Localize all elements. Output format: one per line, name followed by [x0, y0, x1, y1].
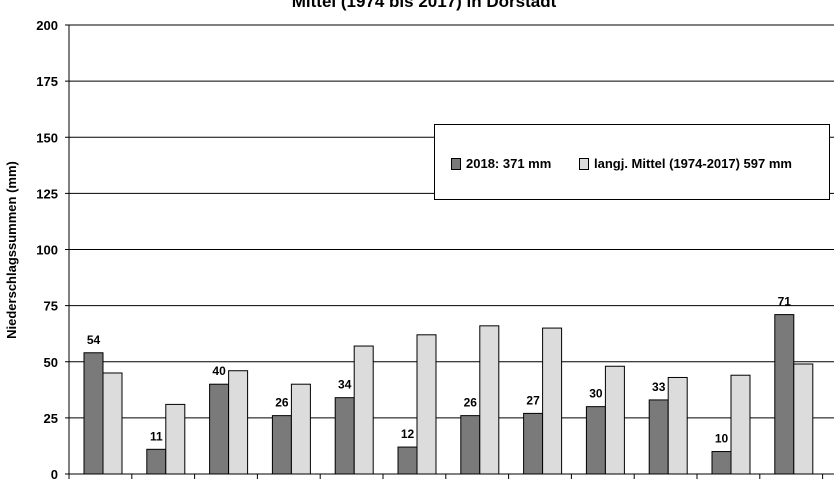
bar-mean — [102, 372, 123, 475]
y-tick-label: 200 — [36, 18, 58, 33]
y-tick-label: 125 — [36, 186, 58, 201]
data-label-2018: 10 — [715, 432, 729, 446]
bar-2018 — [523, 412, 544, 475]
bar-mean — [542, 327, 563, 475]
data-label-2018: 26 — [275, 396, 289, 410]
legend: 2018: 371 mm langj. Mittel (1974-2017) 5… — [434, 124, 830, 200]
axes: 0 25 50 75 100 125 150 175 200 — [36, 18, 834, 480]
gridlines — [69, 24, 834, 419]
bar-mean — [793, 363, 814, 475]
bar-2018 — [334, 397, 355, 475]
bar-mean — [165, 403, 186, 475]
bar-2018 — [83, 352, 104, 475]
data-label-2018: 11 — [150, 429, 163, 443]
data-label-2018: 71 — [778, 295, 792, 309]
y-tick-label: 175 — [36, 74, 58, 89]
bar-mean — [290, 383, 311, 475]
legend-item-mean: langj. Mittel (1974-2017) 597 mm — [579, 156, 792, 171]
legend-swatch-mean — [579, 157, 589, 170]
data-label-2018: 27 — [526, 393, 540, 407]
legend-swatch-2018 — [451, 157, 461, 170]
data-label-2018: 34 — [338, 378, 352, 392]
bar-2018 — [774, 314, 795, 475]
data-label-2018: 33 — [652, 380, 666, 394]
bar-mean — [667, 376, 688, 475]
bar-2018 — [711, 451, 732, 475]
y-tick-label: 0 — [51, 467, 58, 480]
data-label-2018: 54 — [87, 333, 101, 347]
y-axis-label: Niederschlagssummen (mm) — [4, 161, 19, 339]
data-label-2018: 40 — [212, 364, 226, 378]
bar-2018 — [648, 399, 669, 475]
bar-mean — [416, 334, 437, 475]
data-label-2018: 26 — [464, 396, 478, 410]
bar-2018 — [397, 446, 418, 475]
legend-item-2018: 2018: 371 mm — [451, 156, 551, 171]
y-tick-label: 150 — [36, 130, 58, 145]
bar-mean — [730, 374, 751, 475]
legend-label-2018: 2018: 371 mm — [466, 156, 552, 171]
bar-2018 — [585, 406, 606, 475]
data-label-2018: 12 — [401, 427, 415, 441]
chart-title: Mittel (1974 bis 2017) in Dorstadt — [292, 0, 557, 11]
bar-2018 — [209, 383, 230, 475]
bar-mean — [604, 365, 625, 475]
legend-label-mean: langj. Mittel (1974-2017) 597 mm — [594, 156, 792, 171]
bar-mean — [228, 370, 249, 475]
bar-mean — [479, 325, 500, 475]
y-tick-label: 100 — [36, 243, 58, 258]
y-tick-label: 50 — [44, 355, 58, 370]
bar-2018 — [271, 415, 292, 475]
data-label-2018: 30 — [589, 387, 603, 401]
bar-mean — [353, 345, 374, 475]
bars: 54 11 40 26 34 12 26 27 30 33 10 71 — [83, 295, 814, 475]
bar-2018 — [460, 415, 481, 475]
y-tick-label: 25 — [44, 411, 58, 426]
y-tick-label: 75 — [44, 299, 58, 314]
bar-2018 — [146, 448, 167, 475]
